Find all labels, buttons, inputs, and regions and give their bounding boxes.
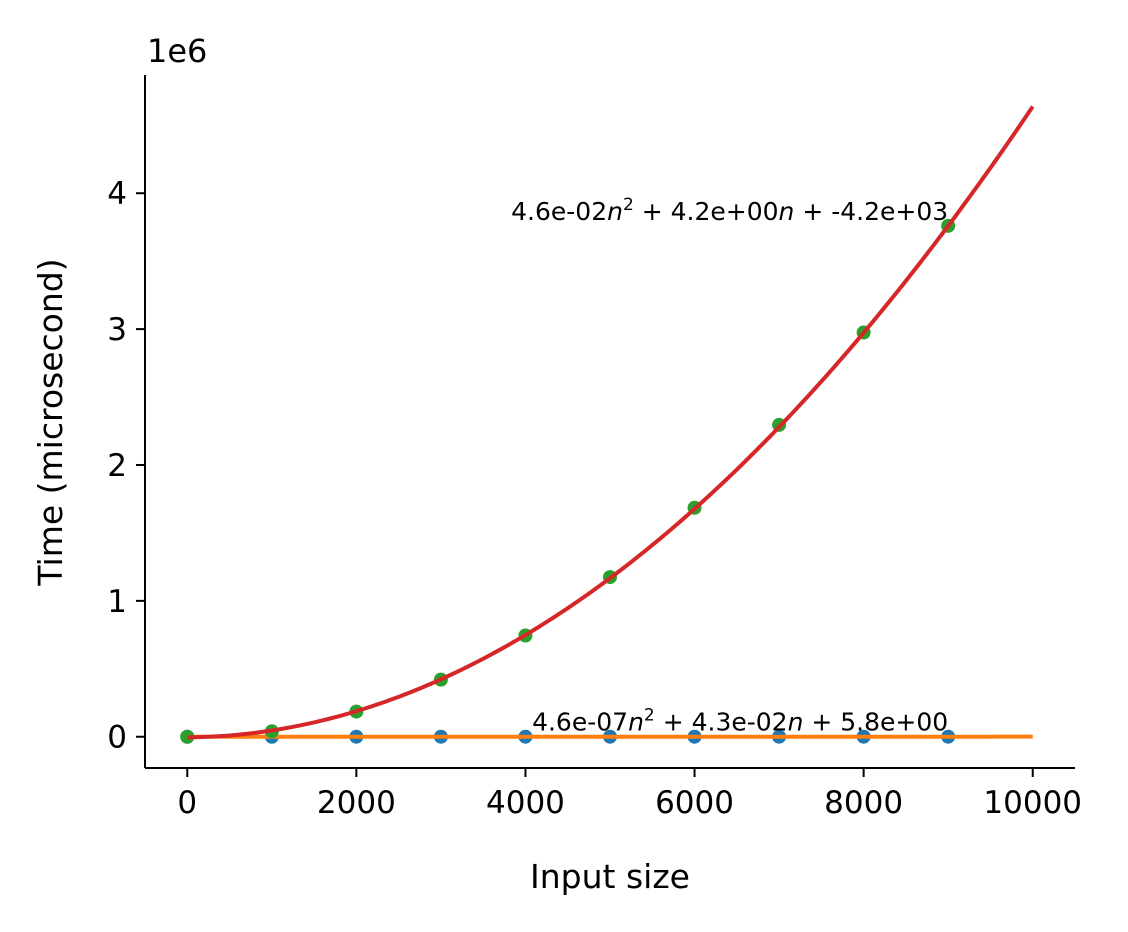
y-axis-label: Time (microsecond) <box>31 258 70 586</box>
annotations: 4.6e-02n2 + 4.2e+00n + -4.2e+03 4.6e-07n2… <box>511 195 948 737</box>
axes <box>145 75 1075 768</box>
x-axis-label: Input size <box>530 857 690 896</box>
y-tick-label: 1 <box>107 584 127 620</box>
y-tick-label: 3 <box>107 312 127 348</box>
y-tick-label: 4 <box>107 176 127 212</box>
x-tick-label: 6000 <box>655 785 734 821</box>
y-tick-label: 2 <box>107 448 127 484</box>
y-ticks: 0 1 2 3 4 <box>107 176 145 756</box>
x-tick-label: 10000 <box>983 785 1082 821</box>
x-tick-label: 2000 <box>317 785 396 821</box>
fit-equation-annotation: 4.6e-07n2 + 4.3e-02n + 5.8e+00 <box>532 706 948 737</box>
x-tick-label: 0 <box>177 785 197 821</box>
x-ticks: 0 2000 4000 6000 8000 10000 <box>177 768 1082 821</box>
y-offset-label: 1e6 <box>147 32 207 70</box>
x-tick-label: 8000 <box>824 785 903 821</box>
fit-equation-annotation: 4.6e-02n2 + 4.2e+00n + -4.2e+03 <box>511 195 948 226</box>
x-tick-label: 4000 <box>486 785 565 821</box>
y-tick-label: 0 <box>107 720 127 756</box>
